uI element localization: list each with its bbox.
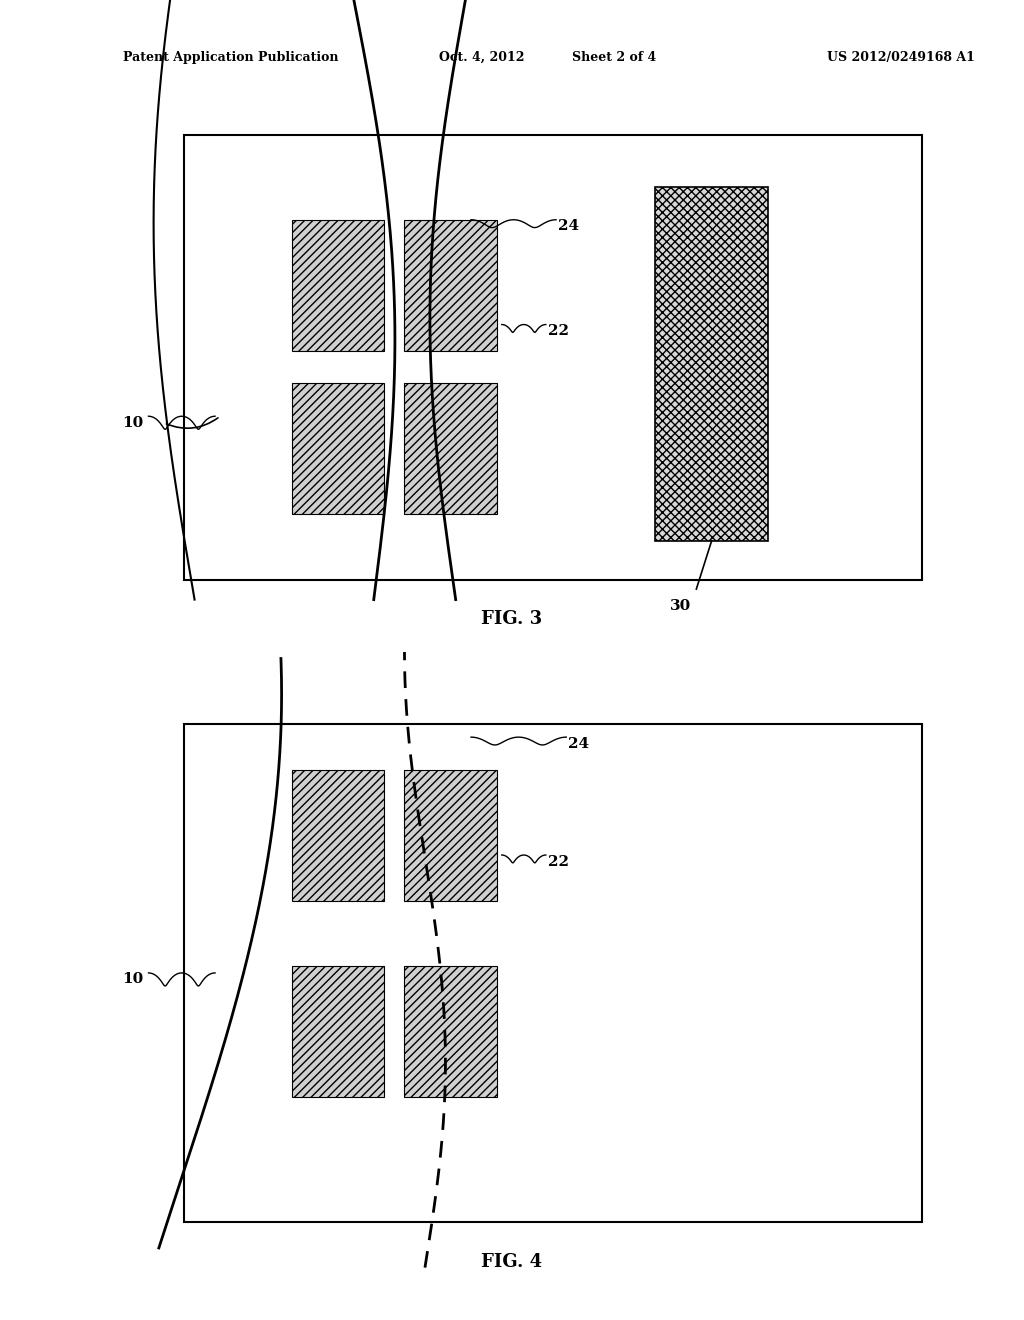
Text: Patent Application Publication: Patent Application Publication [123, 50, 338, 63]
Text: 10: 10 [123, 416, 143, 430]
Bar [292, 966, 384, 1097]
Text: 22: 22 [548, 325, 569, 338]
Text: 24: 24 [568, 737, 590, 751]
Text: US 2012/0249168 A1: US 2012/0249168 A1 [827, 50, 975, 63]
Bar [292, 384, 384, 515]
Text: 30: 30 [671, 599, 691, 612]
Text: 10: 10 [123, 973, 143, 986]
Bar [292, 770, 384, 900]
Text: FIG. 3: FIG. 3 [481, 610, 543, 628]
Text: Oct. 4, 2012: Oct. 4, 2012 [438, 50, 524, 63]
Bar [184, 135, 922, 579]
Bar [655, 187, 768, 541]
Bar [184, 725, 922, 1222]
Bar [404, 384, 497, 515]
Bar [292, 219, 384, 351]
Text: FIG. 4: FIG. 4 [481, 1254, 543, 1271]
Text: Sheet 2 of 4: Sheet 2 of 4 [572, 50, 656, 63]
Text: 22: 22 [548, 854, 569, 869]
Bar [404, 219, 497, 351]
Text: 24: 24 [558, 219, 580, 234]
Bar [404, 770, 497, 900]
Bar [404, 966, 497, 1097]
